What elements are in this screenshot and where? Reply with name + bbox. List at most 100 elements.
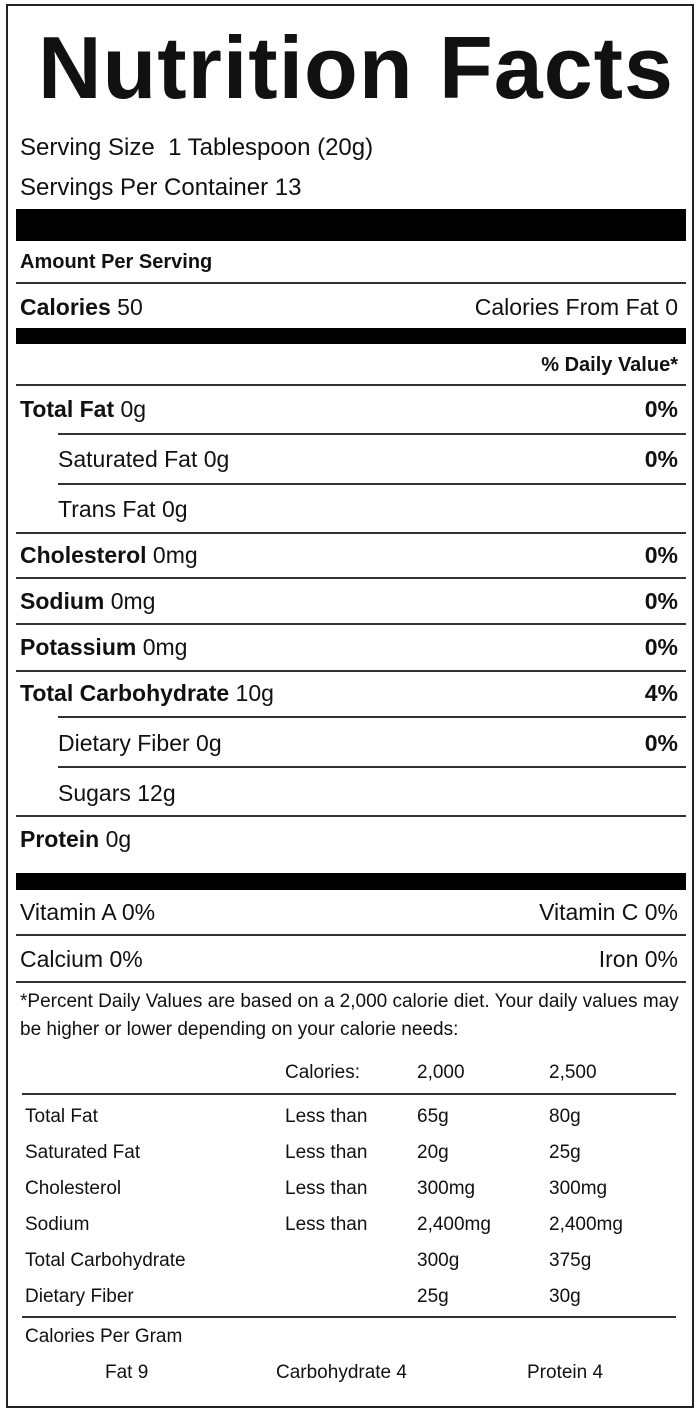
dv-table-cell: 30g [549, 1286, 581, 1307]
nutrient-protein: Protein 0g [20, 826, 131, 853]
nutrient-amount: 0mg [142, 634, 188, 660]
divider [16, 670, 686, 672]
calories-per-gram-label: Calories Per Gram [25, 1326, 183, 1347]
divider [16, 981, 686, 983]
nutrient-amount: 0g [196, 730, 222, 756]
nutrient-total-carbohydrate: Total Carbohydrate 10g [20, 680, 274, 707]
nutrient-amount: 0g [161, 496, 188, 522]
thick-divider [16, 209, 686, 241]
serving-size-value: 1 Tablespoon (20g) [168, 134, 374, 161]
dv-total-fat: 0% [644, 396, 678, 422]
nutrient-dietary-fiber: Dietary Fiber 0g [58, 730, 222, 757]
dv-table-row: Saturated Fat Less than 20g 25g [8, 1142, 692, 1170]
servings-per-container: Servings Per Container 13 [20, 174, 302, 201]
nutrient-potassium: Potassium 0mg [20, 634, 187, 661]
medium-divider [16, 328, 686, 344]
dv-table-cell: Less than [285, 1178, 368, 1199]
dv-cholesterol: 0% [644, 542, 678, 568]
nutrient-amount: 10g [235, 680, 274, 706]
divider [16, 577, 686, 579]
nutrient-name: Total Fat [20, 396, 115, 422]
nutrient-sodium: Sodium 0mg [20, 588, 155, 615]
nutrition-label: Nutrition Facts Serving Size 1 Tablespoo… [6, 4, 694, 1408]
nutrient-amount: 0mg [110, 588, 156, 614]
dv-table-cell: Less than [285, 1214, 368, 1235]
nutrient-name: Total Carbohydrate [20, 680, 230, 706]
dv-table-cell: 20g [417, 1142, 449, 1163]
carbohydrate-per-gram: Carbohydrate 4 [276, 1362, 407, 1383]
nutrient-total-fat: Total Fat 0g [20, 396, 146, 423]
dv-table-cell: Less than [285, 1142, 368, 1163]
divider [16, 815, 686, 817]
calories-value: 50 [117, 294, 143, 320]
divider [16, 934, 686, 936]
nutrient-amount: 0g [105, 826, 132, 852]
dv-table-header: Calories: 2,000 2,500 [8, 1062, 692, 1090]
dv-table-row: Total Carbohydrate 300g 375g [8, 1250, 692, 1278]
dv-table-cell: 300g [417, 1250, 460, 1271]
serving-size-label: Serving Size [20, 134, 155, 161]
nutrient-name: Sodium [20, 588, 105, 614]
divider [16, 532, 686, 534]
dv-table-cell: Sodium [25, 1214, 90, 1235]
fat-per-gram: Fat 9 [105, 1362, 149, 1383]
dv-table-cell: 300mg [417, 1178, 476, 1199]
divider [16, 623, 686, 625]
dv-sodium: 0% [644, 588, 678, 614]
dv-table-cell: 300mg [549, 1178, 608, 1199]
dv-table-cell: Dietary Fiber [25, 1286, 134, 1307]
divider [58, 766, 686, 768]
dv-table-cell: Total Carbohydrate [25, 1250, 186, 1271]
dv-reference-table: Calories: 2,000 2,500 Total Fat Less tha… [8, 1062, 692, 1307]
dv-table-cell: Cholesterol [25, 1178, 122, 1199]
dv-table-cell: Saturated Fat [25, 1142, 141, 1163]
calcium: Calcium 0% [20, 946, 143, 972]
vitamin-a: Vitamin A 0% [20, 899, 156, 925]
amount-per-serving: Amount Per Serving [20, 251, 213, 273]
dv-total-carbohydrate: 4% [644, 680, 678, 706]
divider [16, 384, 686, 386]
nutrient-name: Dietary Fiber [58, 730, 190, 756]
divider [58, 483, 686, 485]
divider [58, 433, 686, 435]
vitamin-c: Vitamin C 0% [539, 899, 678, 925]
protein-per-gram: Protein 4 [527, 1362, 604, 1383]
calories-label: Calories [20, 294, 111, 320]
divider [22, 1316, 676, 1318]
dv-dietary-fiber: 0% [644, 730, 678, 756]
serving-size: Serving Size 1 Tablespoon (20g) [20, 134, 373, 162]
nutrient-amount: 0mg [152, 542, 198, 568]
divider [58, 716, 686, 718]
dv-table-cell: 25g [549, 1142, 581, 1163]
dv-table-cell: 2,400mg [417, 1214, 491, 1235]
calories-from-fat: Calories From Fat 0 [474, 294, 678, 320]
nutrient-name: Saturated Fat [58, 446, 198, 472]
dv-table-cell: 2,400mg [549, 1214, 623, 1235]
dv-table-cell: Less than [285, 1106, 368, 1127]
calories-2500-header: 2,500 [549, 1062, 597, 1083]
nutrient-name: Potassium [20, 634, 137, 660]
medium-divider [16, 873, 686, 890]
dv-table-cell: 65g [417, 1106, 449, 1127]
nutrient-amount: 0g [203, 446, 230, 472]
nutrient-cholesterol: Cholesterol 0mg [20, 542, 198, 569]
nutrient-name: Trans Fat [58, 496, 156, 522]
dv-table-cell: 25g [417, 1286, 449, 1307]
calories-row: Calories 50 [20, 294, 143, 321]
divider [16, 282, 686, 284]
dv-table-cell: 375g [549, 1250, 592, 1271]
dv-table-row: Total Fat Less than 65g 80g [8, 1106, 692, 1134]
dv-table-row: Sodium Less than 2,400mg 2,400mg [8, 1214, 692, 1242]
divider [22, 1093, 676, 1095]
nutrient-name: Protein [20, 826, 100, 852]
dv-table-row: Dietary Fiber 25g 30g [8, 1286, 692, 1314]
nutrient-amount: 12g [137, 780, 176, 806]
nutrient-saturated-fat: Saturated Fat 0g [58, 446, 229, 473]
label-title: Nutrition Facts [38, 18, 674, 117]
nutrient-amount: 0g [120, 396, 147, 422]
iron: Iron 0% [598, 946, 678, 972]
nutrient-name: Sugars [58, 780, 131, 806]
dv-saturated-fat: 0% [644, 446, 678, 472]
calories-header: Calories: [285, 1062, 360, 1083]
footnote: *Percent Daily Values are based on a 2,0… [20, 991, 679, 1040]
